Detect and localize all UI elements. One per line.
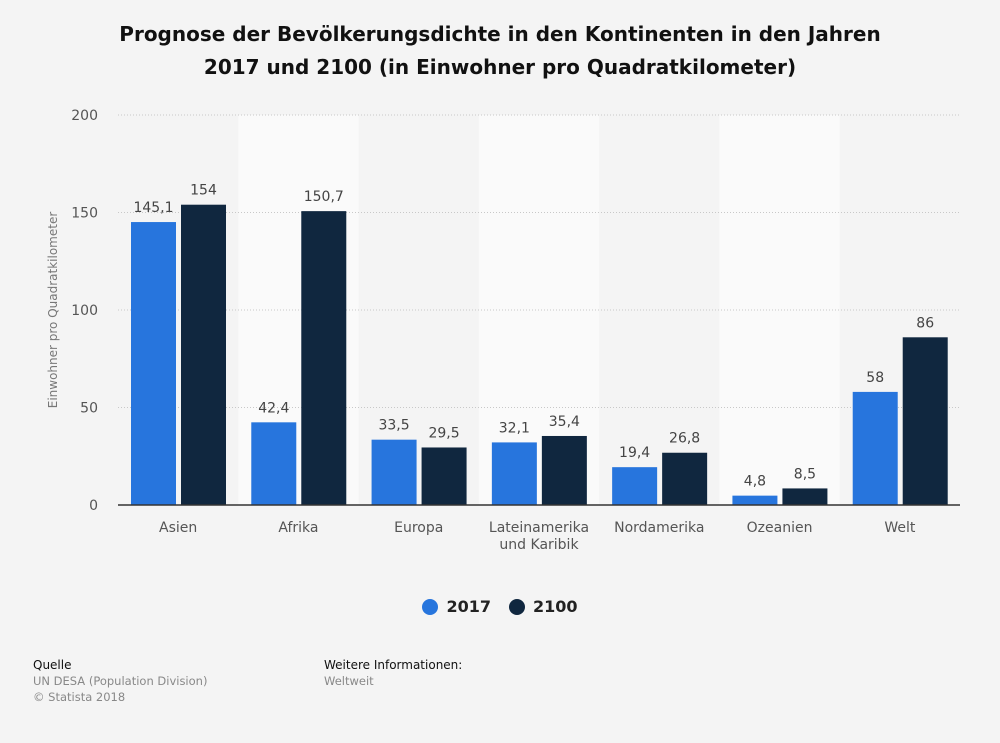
info-block: Weitere Informationen: Weltweit (324, 657, 462, 689)
x-tick-label: Afrika (278, 520, 318, 536)
legend: 2017 2100 (0, 597, 1000, 616)
source-block: Quelle UN DESA (Population Division) © S… (33, 657, 207, 705)
data-label: 19,4 (619, 445, 650, 461)
data-label: 86 (916, 315, 934, 331)
bar-2100 (181, 204, 226, 505)
legend-item-2017[interactable]: 2017 (422, 597, 491, 616)
data-label: 150,7 (304, 189, 344, 205)
y-tick-label: 50 (80, 401, 98, 417)
x-tick-label: Ozeanien (747, 520, 813, 536)
bar-2017 (852, 391, 898, 505)
chart-title: Prognose der Bevölkerungsdichte in den K… (0, 18, 1000, 84)
source-text[interactable]: UN DESA (Population Division) (33, 674, 208, 688)
y-tick-label: 100 (71, 303, 98, 319)
y-tick-label: 0 (89, 498, 98, 514)
legend-dot-icon (422, 598, 439, 615)
x-tick-label: und Karibik (499, 537, 579, 553)
data-label: 8,5 (794, 466, 816, 482)
source-heading: Quelle (33, 658, 72, 672)
data-label: 26,8 (669, 431, 700, 447)
bar-2100 (301, 211, 347, 505)
x-tick-label: Europa (394, 520, 443, 536)
bar-2017 (131, 222, 176, 505)
legend-item-2100[interactable]: 2100 (509, 597, 578, 616)
x-tick-label: Welt (884, 520, 916, 536)
x-tick-label: Lateinamerika (489, 520, 589, 536)
bar-2100 (421, 447, 467, 505)
bar-2100 (782, 488, 828, 505)
info-text: Weltweit (324, 674, 374, 688)
copyright-text: © Statista 2018 (33, 690, 126, 704)
category-band (719, 115, 840, 505)
data-label: 154 (190, 183, 217, 199)
legend-dot-icon (509, 598, 525, 615)
bar-2100 (902, 337, 948, 505)
data-label: 4,8 (744, 474, 766, 490)
data-label: 35,4 (549, 414, 580, 430)
legend-label: 2100 (533, 597, 578, 616)
legend-label: 2017 (446, 597, 491, 616)
data-label: 58 (866, 370, 884, 386)
x-tick-label: Nordamerika (614, 520, 704, 536)
data-label: 29,5 (428, 425, 459, 441)
bar-2017 (612, 467, 658, 505)
bar-2017 (732, 495, 778, 505)
bar-2017 (251, 422, 297, 505)
data-label: 33,5 (378, 418, 409, 434)
title-line: 2017 und 2100 (in Einwohner pro Quadratk… (203, 55, 797, 79)
y-axis-label: Einwohner pro Quadratkilometer (46, 212, 60, 409)
data-label: 32,1 (499, 420, 530, 436)
x-tick-label: Asien (159, 520, 197, 536)
bar-2017 (371, 439, 417, 505)
bar-2100 (662, 452, 708, 505)
info-heading: Weitere Informationen: (324, 658, 463, 672)
y-tick-label: 150 (71, 206, 98, 222)
data-label: 42,4 (258, 400, 289, 416)
data-label: 145,1 (133, 200, 173, 216)
bar-2100 (541, 435, 587, 505)
y-tick-label: 200 (71, 108, 98, 124)
title-line: Prognose der Bevölkerungsdichte in den K… (119, 22, 881, 46)
bar-2017 (491, 442, 537, 505)
